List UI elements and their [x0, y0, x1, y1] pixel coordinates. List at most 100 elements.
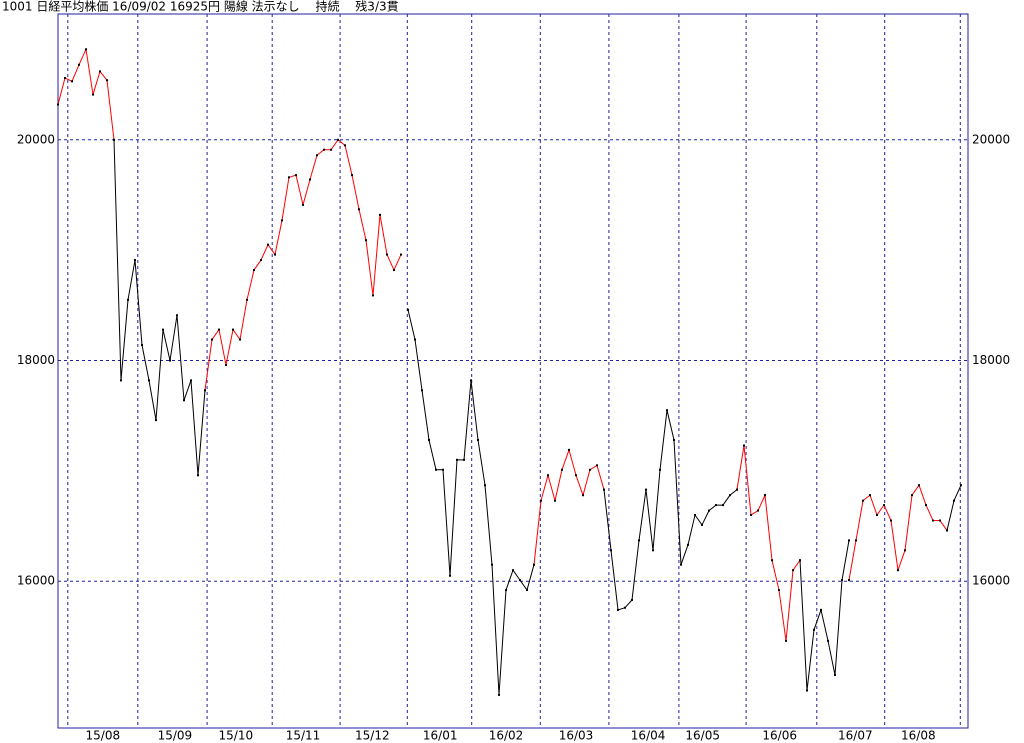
- price-point: [554, 499, 556, 502]
- price-point: [253, 269, 255, 272]
- price-point: [225, 363, 227, 366]
- price-point: [925, 504, 927, 507]
- price-point: [540, 499, 542, 502]
- price-point: [379, 213, 381, 216]
- price-point: [862, 499, 864, 502]
- price-point: [85, 48, 87, 51]
- price-point: [603, 488, 605, 491]
- price-point: [575, 474, 577, 477]
- price-point: [106, 79, 108, 82]
- x-tick-label: 16/03: [559, 729, 594, 743]
- price-point: [183, 399, 185, 402]
- price-point: [729, 494, 731, 497]
- price-point: [617, 608, 619, 611]
- price-point: [841, 579, 843, 582]
- x-tick-label: 16/01: [423, 729, 458, 743]
- price-point: [162, 328, 164, 331]
- price-point: [372, 294, 374, 297]
- price-point: [141, 344, 143, 347]
- price-point: [638, 539, 640, 542]
- price-point: [442, 468, 444, 471]
- price-point: [99, 70, 101, 73]
- price-point: [876, 514, 878, 517]
- price-point: [680, 563, 682, 566]
- x-tick-label: 15/08: [86, 729, 121, 743]
- price-point: [750, 514, 752, 517]
- price-point: [610, 549, 612, 552]
- price-point: [71, 80, 73, 83]
- price-point: [456, 458, 458, 461]
- price-point: [519, 579, 521, 582]
- price-point: [568, 448, 570, 451]
- price-point: [176, 314, 178, 317]
- price-point: [883, 504, 885, 507]
- price-point: [960, 484, 962, 487]
- price-point: [477, 438, 479, 441]
- price-point: [260, 259, 262, 262]
- price-point: [120, 379, 122, 382]
- price-point: [785, 639, 787, 642]
- price-point: [197, 474, 199, 477]
- price-point: [799, 559, 801, 562]
- price-point: [673, 438, 675, 441]
- price-point: [946, 529, 948, 532]
- price-point: [624, 606, 626, 609]
- price-point: [134, 259, 136, 262]
- price-point: [323, 148, 325, 151]
- price-point: [911, 494, 913, 497]
- price-point: [148, 379, 150, 382]
- price-point: [505, 589, 507, 592]
- price-point: [267, 243, 269, 246]
- price-point: [344, 144, 346, 147]
- price-point: [897, 569, 899, 572]
- price-point: [512, 569, 514, 572]
- price-point: [764, 494, 766, 497]
- price-point: [435, 468, 437, 471]
- price-point: [855, 539, 857, 542]
- price-point: [239, 338, 241, 341]
- x-tick-label: 15/12: [355, 729, 390, 743]
- price-point: [428, 438, 430, 441]
- price-point: [813, 628, 815, 631]
- price-point: [547, 474, 549, 477]
- price-point: [792, 569, 794, 572]
- price-point: [743, 444, 745, 447]
- price-point: [848, 579, 850, 582]
- price-point: [337, 138, 339, 141]
- price-point: [414, 338, 416, 341]
- x-tick-label: 16/08: [901, 729, 936, 743]
- y-tick-label: 18000: [17, 353, 55, 367]
- price-point: [834, 674, 836, 677]
- price-point: [869, 494, 871, 497]
- price-point: [204, 389, 206, 392]
- price-point: [596, 464, 598, 467]
- y-tick-label-right: 18000: [972, 353, 1010, 367]
- price-point: [190, 379, 192, 382]
- price-point: [848, 539, 850, 542]
- price-point: [281, 219, 283, 222]
- x-tick-label: 16/04: [631, 729, 666, 743]
- price-point: [64, 77, 66, 80]
- price-point: [351, 174, 353, 177]
- price-point: [316, 154, 318, 157]
- price-point: [393, 269, 395, 272]
- price-point: [463, 458, 465, 461]
- price-point: [330, 148, 332, 151]
- price-point: [526, 589, 528, 592]
- price-point: [778, 589, 780, 592]
- price-point: [386, 253, 388, 256]
- x-tick-label: 15/09: [158, 729, 193, 743]
- price-point: [771, 559, 773, 562]
- price-point: [400, 253, 402, 256]
- price-point: [918, 484, 920, 487]
- price-point: [659, 468, 661, 471]
- x-tick-label: 16/05: [685, 729, 720, 743]
- price-point: [92, 93, 94, 96]
- price-point: [687, 543, 689, 546]
- price-point: [218, 328, 220, 331]
- price-point: [211, 338, 213, 341]
- price-point: [449, 574, 451, 577]
- y-tick-label-right: 20000: [972, 132, 1010, 146]
